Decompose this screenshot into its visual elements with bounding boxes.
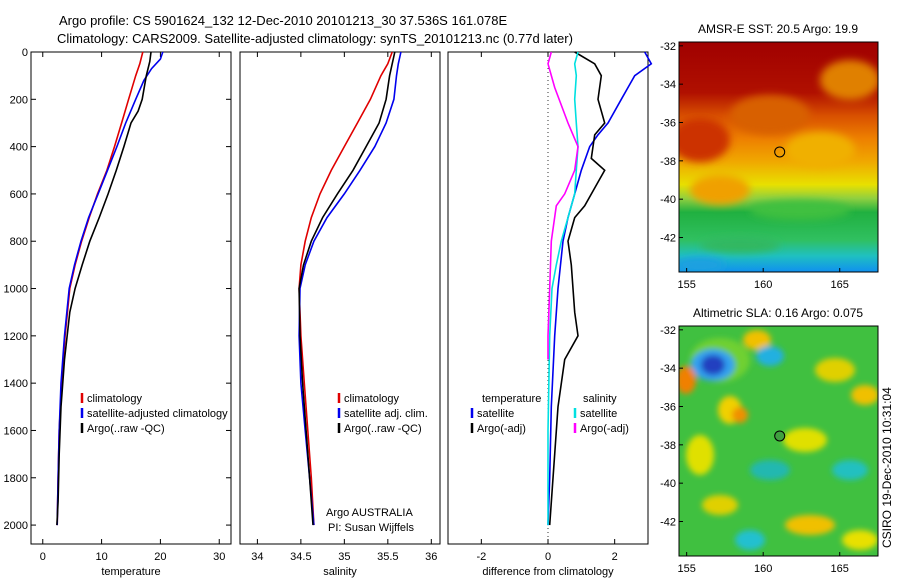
sst-map-ytick-label: -38 [660, 156, 676, 168]
difference-legend-salinity-entry: satellite [580, 408, 617, 420]
temperature-ytick-label: 0 [22, 47, 28, 59]
temperature-ytick-label: 200 [10, 94, 28, 106]
sst-map-xtick-label: 155 [677, 279, 695, 291]
credit-line-2: PI: Susan Wijffels [328, 522, 414, 534]
difference-legend-title: temperature [482, 393, 541, 405]
temperature-ytick-label: 1400 [4, 378, 28, 390]
salinity-legend-entry: climatology [344, 393, 400, 405]
sla-heatmap-field [679, 326, 878, 556]
temperature-ytick-label: 800 [10, 236, 28, 248]
difference-legend-temperature-entry: satellite [477, 408, 514, 420]
salinity-legend-entry: Argo(..raw -QC) [344, 423, 422, 435]
temperature-xtick-label: 10 [95, 551, 107, 563]
sla-map-xtick-label: 160 [754, 563, 772, 575]
difference-xtick-label: 0 [545, 551, 551, 563]
difference-series-temperature-argo-adj- [548, 51, 606, 526]
difference-xaxis-label: difference from climatology [482, 566, 614, 578]
timestamp-credit: CSIRO 19-Dec-2010 10:31:04 [880, 387, 894, 548]
difference-legend-temperature-entry: Argo(-adj) [477, 423, 526, 435]
sst-map-ytick-label: -40 [660, 194, 676, 206]
temperature-legend-entry: satellite-adjusted climatology [87, 408, 228, 420]
temperature-xaxis-label: temperature [101, 566, 160, 578]
sla-map-ytick-label: -40 [660, 478, 676, 490]
sst-map-xtick-label: 160 [754, 279, 772, 291]
salinity-xtick-label: 34 [251, 551, 263, 563]
difference-xtick-label: 2 [612, 551, 618, 563]
difference-profile-panel: -2 0 2 difference from climatology temperatu… [447, 51, 653, 578]
sst-map-panel: AMSR-E SST: 20.5 Argo: 19.9 155 160 165 -32… [660, 22, 879, 291]
difference-series-salinity-argo-adj- [547, 51, 579, 360]
temperature-legend-entry: climatology [87, 393, 143, 405]
salinity-series-argo-raw-qc- [298, 51, 396, 526]
temperature-ytick-label: 1000 [4, 284, 28, 296]
temperature-ytick-label: 400 [10, 142, 28, 154]
temperature-xtick-label: 30 [213, 551, 225, 563]
sla-argo-location-marker [774, 430, 786, 442]
sst-map-xtick-label: 165 [831, 279, 849, 291]
sla-map-ytick-label: -36 [660, 402, 676, 414]
difference-series-temperature-satellite [547, 51, 653, 526]
sla-map-ytick-label: -32 [660, 325, 676, 337]
difference-xtick-label: -2 [476, 551, 486, 563]
sst-map-ytick-label: -42 [660, 233, 676, 245]
salinity-xtick-label: 34.5 [290, 551, 311, 563]
sla-map-ytick-label: -38 [660, 440, 676, 452]
sla-map-panel: Altimetric SLA: 0.16 Argo: 0.075 [660, 306, 879, 575]
sla-map-xtick-label: 165 [831, 563, 849, 575]
temperature-xtick-label: 20 [154, 551, 166, 563]
salinity-profile-panel: 34 34.5 35 35.5 36 salinity climatology satelli… [239, 51, 441, 578]
temperature-profile-panel: 0 10 20 30 temperature 0 200 400 600 800 1000 1200 1… [4, 47, 232, 578]
sla-map-ytick-label: -34 [660, 363, 676, 375]
temperature-ytick-label: 600 [10, 189, 28, 201]
salinity-xtick-label: 35 [338, 551, 350, 563]
difference-legend-salinity-entry: Argo(-adj) [580, 423, 629, 435]
temperature-ytick-label: 2000 [4, 520, 28, 532]
sla-map-title: Altimetric SLA: 0.16 Argo: 0.075 [693, 306, 863, 320]
sla-map-ytick-label: -42 [660, 517, 676, 529]
salinity-xaxis-label: salinity [323, 566, 357, 578]
temperature-series-argo-raw-qc- [56, 51, 152, 526]
sst-map-ytick-label: -34 [660, 79, 676, 91]
salinity-xtick-label: 35.5 [377, 551, 398, 563]
sst-argo-location-marker [774, 146, 786, 158]
temperature-ytick-label: 1800 [4, 473, 28, 485]
temperature-ytick-label: 1200 [4, 331, 28, 343]
difference-legend-title: salinity [583, 393, 617, 405]
temperature-plot-frame [30, 51, 232, 545]
salinity-series-satellite-adj-clim- [298, 51, 402, 526]
sst-map-ytick-label: -36 [660, 118, 676, 130]
sst-map-title: AMSR-E SST: 20.5 Argo: 19.9 [698, 22, 858, 36]
salinity-legend-entry: satellite adj. clim. [344, 408, 428, 420]
salinity-xtick-label: 36 [425, 551, 437, 563]
sst-map-ytick-label: -32 [660, 41, 676, 53]
temperature-ytick-label: 1600 [4, 425, 28, 437]
sst-heatmap-field [679, 42, 878, 272]
sla-map-xtick-label: 155 [677, 563, 695, 575]
salinity-series-climatology [298, 51, 393, 526]
credit-line-1: Argo AUSTRALIA [326, 507, 413, 519]
salinity-plot-frame [239, 51, 441, 545]
temperature-xtick-label: 0 [40, 551, 46, 563]
figure-title-line-2: Climatology: CARS2009. Satellite-adjuste… [57, 31, 573, 46]
figure-title-line-1: Argo profile: CS 5901624_132 12-Dec-2010… [59, 13, 507, 28]
temperature-legend-entry: Argo(..raw -QC) [87, 423, 165, 435]
difference-series-salinity-satellite [547, 51, 579, 526]
